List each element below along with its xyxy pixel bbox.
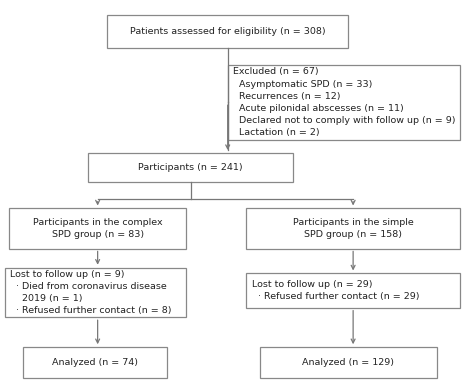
- FancyBboxPatch shape: [9, 208, 186, 248]
- Text: Participants (n = 241): Participants (n = 241): [138, 163, 243, 172]
- Text: Patients assessed for eligibility (n = 308): Patients assessed for eligibility (n = 3…: [130, 27, 326, 36]
- Text: Lost to follow up (n = 9)
  · Died from coronavirus disease
    2019 (n = 1)
  ·: Lost to follow up (n = 9) · Died from co…: [10, 270, 172, 315]
- FancyBboxPatch shape: [107, 15, 348, 48]
- FancyBboxPatch shape: [246, 208, 460, 248]
- FancyBboxPatch shape: [228, 65, 460, 140]
- Text: Analyzed (n = 74): Analyzed (n = 74): [52, 358, 138, 367]
- FancyBboxPatch shape: [88, 153, 293, 182]
- FancyBboxPatch shape: [260, 347, 437, 378]
- Text: Excluded (n = 67)
  Asymptomatic SPD (n = 33)
  Recurrences (n = 12)
  Acute pil: Excluded (n = 67) Asymptomatic SPD (n = …: [233, 67, 456, 137]
- Text: Analyzed (n = 129): Analyzed (n = 129): [302, 358, 394, 367]
- Text: Lost to follow up (n = 29)
  · Refused further contact (n = 29): Lost to follow up (n = 29) · Refused fur…: [252, 280, 419, 301]
- FancyBboxPatch shape: [246, 273, 460, 308]
- FancyBboxPatch shape: [5, 268, 186, 317]
- Text: Participants in the complex
SPD group (n = 83): Participants in the complex SPD group (n…: [33, 218, 163, 239]
- FancyBboxPatch shape: [23, 347, 167, 378]
- Text: Participants in the simple
SPD group (n = 158): Participants in the simple SPD group (n …: [293, 218, 413, 239]
